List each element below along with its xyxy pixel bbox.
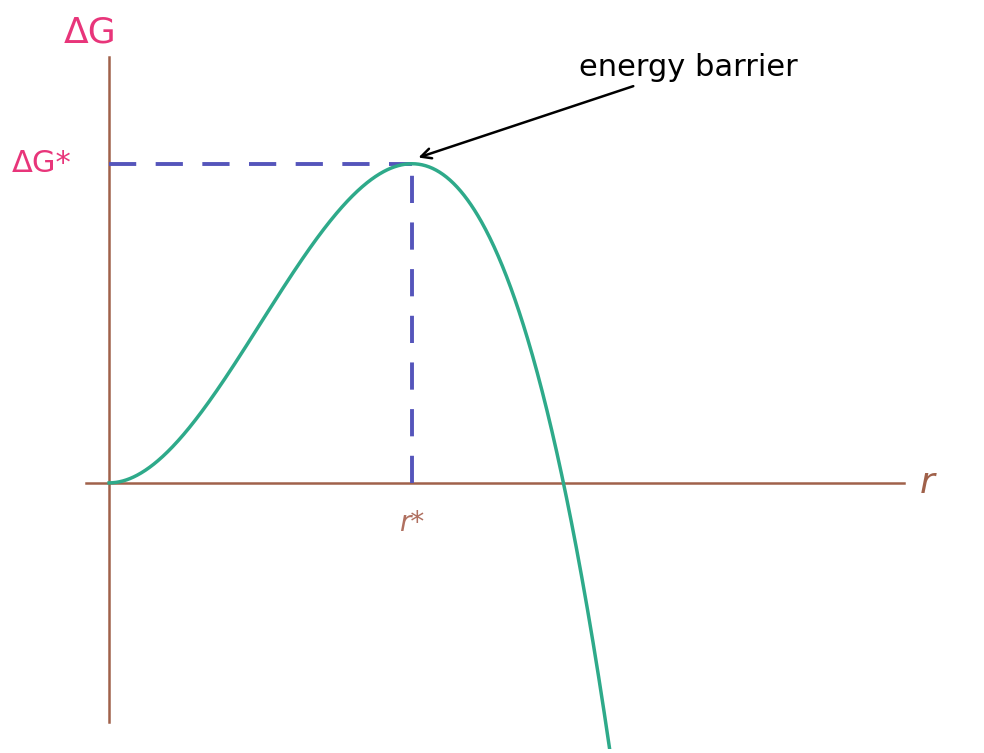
Text: ΔG: ΔG: [64, 15, 116, 50]
Text: r: r: [919, 466, 934, 500]
Text: ΔG*: ΔG*: [12, 149, 71, 178]
Text: r*: r*: [400, 510, 425, 538]
Text: energy barrier: energy barrier: [421, 53, 797, 158]
